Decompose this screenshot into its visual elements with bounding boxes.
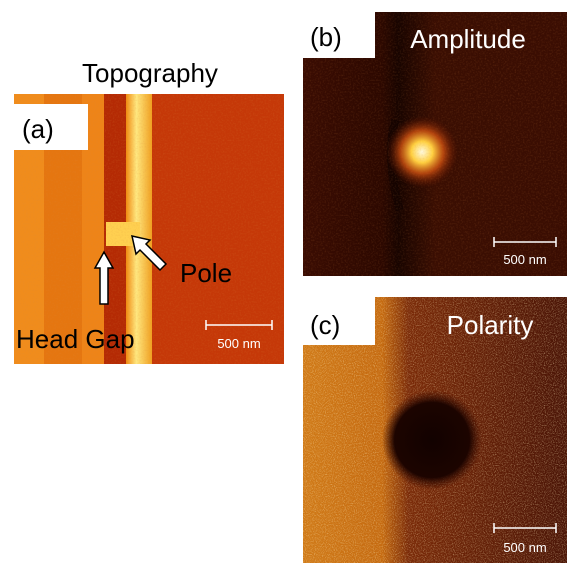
scale-label: 500 nm (217, 336, 260, 351)
scale-label: 500 nm (503, 252, 546, 267)
panel-title: Amplitude (410, 24, 526, 54)
panel-a: (a) Topography Head Gap Pole 500 nm (14, 58, 284, 364)
scale-label: 500 nm (503, 540, 546, 555)
panel-label: (c) (310, 310, 340, 340)
figure: (a) Topography Head Gap Pole 500 nm (b) … (0, 0, 575, 563)
panel-label: (b) (310, 22, 342, 52)
annotation: Head Gap (16, 324, 135, 354)
image-region (382, 390, 482, 490)
panel-title: Topography (82, 58, 218, 88)
panel-title: Polarity (447, 310, 534, 340)
annotation: Pole (180, 258, 232, 288)
panel-c: (c) Polarity 500 nm (303, 297, 567, 563)
panel-label: (a) (22, 114, 54, 144)
panel-b: (b) Amplitude 500 nm (303, 12, 567, 276)
